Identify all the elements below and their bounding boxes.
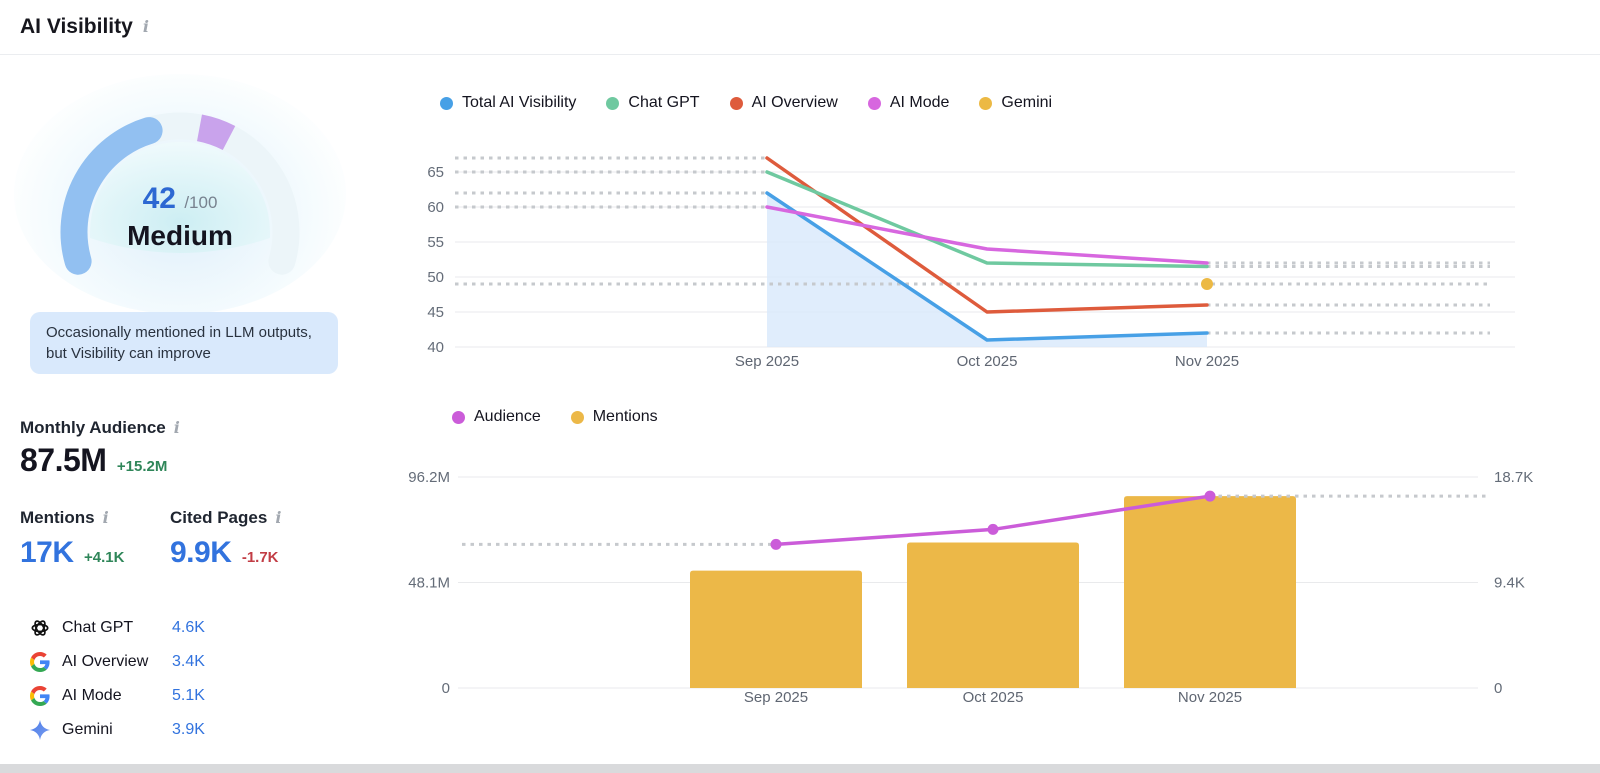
gauge-score: 42 /100 xyxy=(28,182,332,216)
mentions-value: 17K +4.1K xyxy=(20,536,124,570)
legend-label: Gemini xyxy=(1001,94,1053,111)
score-value: 42 xyxy=(142,182,176,215)
svg-text:45: 45 xyxy=(427,304,444,321)
audience-mentions-chart: 0 0 48.1M 9.4K 96.2M 18.7K Sep 2025 Oct 2025 Nov… xyxy=(408,469,1533,706)
mentions-text: Mentions xyxy=(20,508,95,527)
platform-value: 5.1K xyxy=(172,687,205,704)
cited-pages-value: 9.9K -1.7K xyxy=(170,536,279,570)
google-icon xyxy=(30,652,50,672)
audience-delta: +15.2M xyxy=(116,458,168,475)
svg-text:Nov 2025: Nov 2025 xyxy=(1178,689,1242,706)
legend-label: Chat GPT xyxy=(628,94,700,111)
svg-text:0: 0 xyxy=(1494,680,1502,697)
gemini-icon xyxy=(30,720,50,740)
svg-text:9.4K: 9.4K xyxy=(1494,575,1525,592)
mentions-delta: +4.1K xyxy=(84,549,125,566)
header: AI Visibility i xyxy=(0,0,1600,55)
legend-label: Audience xyxy=(474,408,541,425)
legend-item-audience[interactable]: Audience xyxy=(452,408,541,426)
platform-value: 4.6K xyxy=(172,619,205,636)
svg-text:Oct 2025: Oct 2025 xyxy=(963,689,1024,706)
legend-item-chat-gpt[interactable]: Chat GPT xyxy=(606,94,700,112)
legend-label: Mentions xyxy=(592,408,658,425)
horizontal-scrollbar[interactable] xyxy=(0,764,1600,773)
platform-name: Chat GPT xyxy=(62,619,134,636)
svg-text:96.2M: 96.2M xyxy=(408,469,450,486)
google-icon xyxy=(30,686,50,706)
svg-text:Oct 2025: Oct 2025 xyxy=(957,353,1018,370)
platform-row-ai-mode: AI Mode 5.1K xyxy=(30,679,205,713)
legend-label: AI Mode xyxy=(889,94,950,111)
svg-text:18.7K: 18.7K xyxy=(1494,469,1533,486)
gauge-note: Occasionally mentioned in LLM outputs, b… xyxy=(30,312,338,374)
mentions-label: Mentions i xyxy=(20,508,109,528)
svg-text:65: 65 xyxy=(427,164,444,181)
chatgpt-icon xyxy=(31,620,49,636)
svg-text:55: 55 xyxy=(427,234,444,251)
svg-text:60: 60 xyxy=(427,199,444,216)
legend-dot xyxy=(729,96,743,110)
cited-pages-number: 9.9K xyxy=(170,536,232,569)
legend-dot xyxy=(606,96,620,110)
gauge-rating: Medium xyxy=(127,220,233,251)
mentions-number: 17K xyxy=(20,536,74,569)
legend-label: Total AI Visibility xyxy=(462,94,577,111)
legend-item-mentions[interactable]: Mentions xyxy=(570,408,658,426)
svg-text:48.1M: 48.1M xyxy=(408,575,450,592)
platform-name: AI Mode xyxy=(62,687,122,704)
gauge-arc xyxy=(60,112,300,275)
info-icon[interactable]: i xyxy=(173,418,180,437)
platform-value: 3.4K xyxy=(172,653,205,670)
platform-value: 3.9K xyxy=(172,721,205,738)
platform-row-chatgpt: Chat GPT 4.6K xyxy=(30,611,205,645)
visibility-score-gauge: 42 /100 Medium xyxy=(14,74,346,314)
platform-list: Chat GPT 4.6K AI Overview 3.4K AI Mode 5… xyxy=(30,611,205,747)
svg-text:40: 40 xyxy=(427,339,444,356)
legend-item-total-ai-visibility[interactable]: Total AI Visibility xyxy=(440,94,576,112)
monthly-audience-label: Monthly Audience i xyxy=(20,418,180,438)
legend-item-ai-mode[interactable]: AI Mode xyxy=(867,94,950,112)
info-icon[interactable]: i xyxy=(142,17,149,36)
cited-pages-delta: -1.7K xyxy=(241,549,279,566)
cited-pages-label: Cited Pages i xyxy=(170,508,281,528)
platform-row-ai-overview: AI Overview 3.4K xyxy=(30,645,205,679)
page-title: AI Visibility xyxy=(20,15,133,38)
legend-item-gemini[interactable]: Gemini xyxy=(979,94,1052,112)
audience-mentions-legend: Audience Mentions xyxy=(452,408,658,426)
score-max: /100 xyxy=(184,193,218,212)
visibility-trend-chart: 40 45 50 55 60 65 Sep 2025 Oct 2025 Nov 2025 xyxy=(427,156,1515,370)
legend-dot xyxy=(570,410,584,424)
svg-text:Nov 2025: Nov 2025 xyxy=(1175,353,1239,370)
legend-dot xyxy=(979,96,993,110)
info-icon[interactable]: i xyxy=(275,508,282,527)
platform-name: AI Overview xyxy=(62,653,149,670)
legend-dot xyxy=(452,410,465,424)
svg-text:0: 0 xyxy=(442,680,450,697)
svg-text:Sep 2025: Sep 2025 xyxy=(735,353,799,370)
cited-pages-text: Cited Pages xyxy=(170,508,268,527)
platform-row-gemini: Gemini 3.9K xyxy=(30,713,205,747)
monthly-audience-value: 87.5M +15.2M xyxy=(20,442,167,479)
monthly-audience-text: Monthly Audience xyxy=(20,418,166,437)
visibility-chart-legend: Total AI Visibility Chat GPT AI Overview AI… xyxy=(440,94,1052,112)
platform-name: Gemini xyxy=(62,721,113,738)
svg-text:Sep 2025: Sep 2025 xyxy=(744,689,808,706)
info-icon[interactable]: i xyxy=(102,508,109,527)
svg-text:50: 50 xyxy=(427,269,444,286)
legend-dot xyxy=(440,96,453,110)
legend-dot xyxy=(867,96,881,110)
legend-item-ai-overview[interactable]: AI Overview xyxy=(729,94,838,112)
legend-label: AI Overview xyxy=(751,94,838,111)
audience-number: 87.5M xyxy=(20,442,107,478)
